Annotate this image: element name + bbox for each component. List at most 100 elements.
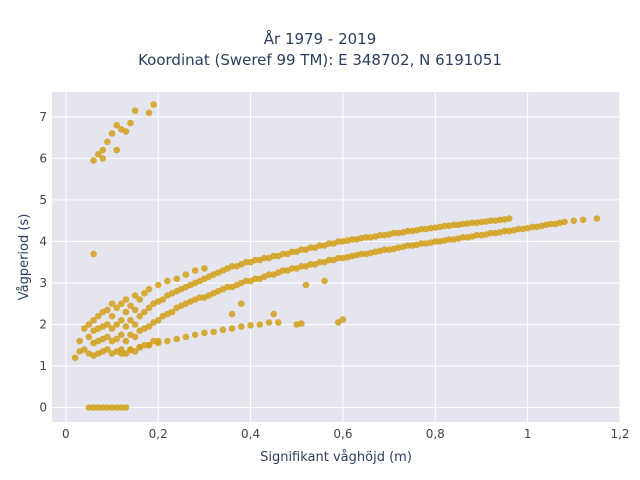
data-point	[99, 146, 107, 154]
data-point	[270, 310, 278, 318]
data-point	[118, 300, 125, 308]
data-point	[118, 317, 125, 324]
data-point	[164, 337, 171, 345]
data-point	[104, 138, 111, 146]
data-point	[418, 240, 425, 247]
data-point	[579, 216, 587, 224]
data-point	[131, 321, 139, 328]
data-point	[145, 341, 153, 349]
data-point	[145, 323, 153, 330]
data-point	[94, 151, 102, 158]
data-point	[570, 217, 578, 224]
data-point	[547, 220, 554, 228]
data-point	[122, 404, 130, 411]
data-point	[122, 350, 130, 357]
data-point	[321, 277, 328, 285]
data-point	[182, 271, 190, 278]
data-point	[154, 317, 162, 324]
data-point	[376, 231, 384, 239]
data-point	[302, 281, 310, 289]
data-point	[404, 242, 411, 249]
data-point	[104, 321, 111, 328]
data-point	[85, 404, 93, 411]
data-point	[288, 265, 296, 272]
data-point	[270, 252, 278, 260]
data-point	[113, 335, 120, 343]
data-point	[473, 231, 481, 239]
y-axis-title: Vågperiod (s)	[17, 214, 32, 301]
data-point	[201, 329, 208, 337]
data-point	[108, 130, 116, 137]
data-point	[219, 326, 227, 334]
data-point	[127, 317, 134, 324]
y-tick-label: 1	[39, 359, 47, 373]
data-point	[182, 333, 190, 341]
data-point	[298, 246, 305, 253]
data-point	[104, 404, 111, 411]
data-point	[307, 261, 314, 268]
data-point	[141, 290, 148, 297]
data-point	[122, 296, 130, 303]
x-tick-label: 1,2	[610, 427, 629, 441]
data-point	[136, 296, 143, 303]
data-point	[85, 321, 93, 328]
data-point	[108, 312, 116, 320]
axis-ticks: 0 0,2 0,4 0,6 0,8 1 1,2 0 1 2 3 4 5 6 7	[39, 110, 629, 441]
data-point	[122, 337, 130, 345]
data-point	[113, 146, 120, 154]
data-point	[390, 229, 398, 237]
data-point	[501, 227, 508, 235]
data-point	[228, 325, 236, 332]
data-point	[122, 323, 130, 330]
data-point	[131, 292, 139, 299]
chart-title-line-1: År 1979 - 2019	[263, 30, 377, 48]
data-point	[94, 404, 102, 411]
data-point	[90, 404, 97, 411]
data-point	[288, 248, 296, 256]
data-point	[191, 331, 199, 339]
data-point	[145, 109, 153, 117]
data-point	[362, 234, 370, 241]
data-point	[432, 238, 439, 245]
data-point	[131, 306, 139, 314]
data-point	[358, 250, 365, 258]
data-point	[238, 300, 245, 308]
data-point	[173, 335, 180, 343]
data-point	[298, 320, 305, 327]
data-point	[118, 350, 125, 357]
data-point	[316, 242, 324, 249]
data-point	[118, 331, 125, 339]
data-point	[335, 319, 342, 326]
data-point	[104, 333, 111, 341]
data-point	[307, 244, 314, 251]
y-tick-label: 4	[39, 234, 47, 248]
data-point	[487, 217, 495, 224]
y-tick-label: 2	[39, 317, 47, 331]
data-point	[325, 240, 333, 247]
data-point	[159, 296, 167, 303]
data-point	[238, 323, 245, 330]
data-point	[145, 304, 153, 312]
data-point	[113, 304, 120, 312]
data-point	[168, 308, 176, 316]
data-point	[154, 339, 162, 347]
data-point	[247, 322, 254, 329]
data-point	[256, 321, 264, 328]
data-point	[224, 283, 231, 291]
chart-title-line-2: Koordinat (Sweref 99 TM): E 348702, N 61…	[138, 51, 502, 69]
x-axis-title: Signifikant våghöjd (m)	[260, 450, 412, 465]
data-point	[99, 404, 107, 411]
data-point	[335, 238, 342, 245]
y-tick-label: 5	[39, 193, 47, 207]
data-point	[136, 344, 143, 351]
data-point	[325, 256, 333, 264]
data-point	[81, 346, 88, 353]
data-point	[261, 254, 268, 262]
x-tick-label: 0,6	[333, 427, 352, 441]
data-point	[150, 101, 157, 108]
scatter-points	[71, 101, 601, 411]
data-point	[561, 218, 568, 226]
y-tick-label: 3	[39, 276, 47, 290]
data-point	[131, 333, 139, 341]
